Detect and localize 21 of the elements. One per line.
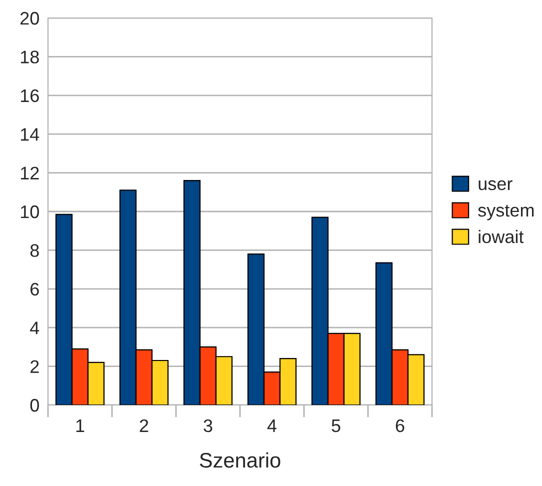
legend-label: system (478, 204, 534, 220)
y-tick-label: 20 (20, 12, 39, 25)
y-tick-label: 4 (30, 322, 40, 334)
y-tick-label: 12 (20, 166, 39, 180)
y-tick-label: 6 (30, 282, 39, 296)
x-tick-label: 3 (204, 419, 212, 432)
y-tick-label: 16 (20, 89, 39, 102)
x-tick-label: 1 (76, 420, 84, 432)
x-tick-label: 5 (332, 420, 340, 432)
legend-label: user (478, 180, 512, 190)
y-tick-label: 10 (20, 205, 39, 218)
y-tick-label: 14 (20, 128, 40, 141)
x-tick-label: 2 (140, 419, 148, 432)
y-tick-label: 0 (30, 398, 39, 412)
x-tick-label: 6 (396, 419, 404, 432)
legend-label: iowait (478, 230, 524, 244)
y-tick-label: 8 (30, 244, 39, 257)
y-tick-label: 18 (20, 50, 39, 64)
x-axis-title: Szenario (200, 452, 280, 468)
y-tick-label: 2 (30, 360, 39, 373)
x-tick-label: 4 (267, 420, 276, 432)
